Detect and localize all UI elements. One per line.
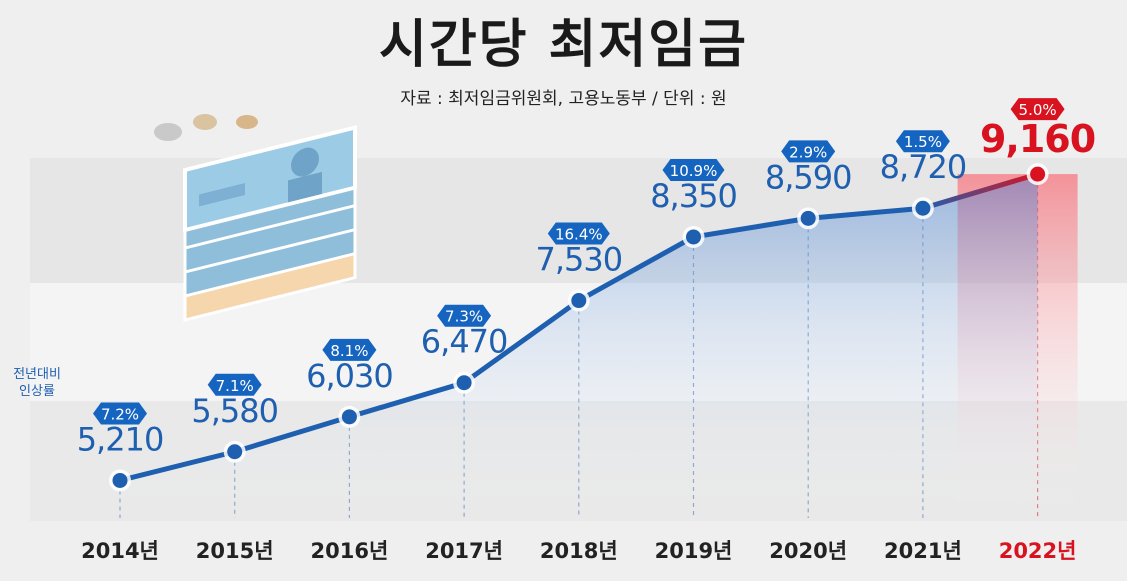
- value-label: 8,590: [765, 158, 852, 196]
- data-point: [686, 229, 701, 245]
- growth-rate-badge: [93, 402, 147, 425]
- data-point: [227, 444, 243, 460]
- growth-rate-label: 1.5%: [904, 133, 942, 151]
- source-note: 자료 : 최저임금위원회, 고용노동부 / 단위 : 원: [400, 89, 727, 109]
- value-label: 6,030: [306, 357, 393, 395]
- data-point: [915, 200, 931, 216]
- x-tick-label: 2021년: [884, 539, 962, 563]
- x-tick-label: 2019년: [655, 539, 733, 563]
- growth-rate-legend: 전년대비 인상률: [4, 366, 70, 400]
- value-label: 5,210: [77, 420, 164, 458]
- data-point: [571, 293, 587, 309]
- value-label: 8,720: [880, 148, 967, 186]
- data-point: [1030, 166, 1046, 182]
- growth-rate-legend-line2: 인상률: [19, 384, 55, 399]
- growth-rate-badge: [781, 140, 836, 163]
- growth-rate-badge: [437, 304, 492, 327]
- growth-rate-label: 16.4%: [555, 226, 603, 244]
- x-tick-label: 2017년: [425, 539, 503, 563]
- data-point: [341, 409, 357, 425]
- data-point: [456, 375, 472, 391]
- x-tick-label: 2016년: [311, 539, 389, 563]
- value-label: 7,530: [535, 241, 622, 279]
- x-tick-label: 2018년: [540, 539, 618, 563]
- growth-rate-label: 5.0%: [1019, 101, 1057, 119]
- data-point: [800, 210, 816, 226]
- growth-rate-badge: [895, 130, 950, 153]
- series-line-highlight-segment: [920, 171, 1041, 211]
- x-tick-label: 2022년: [999, 539, 1077, 563]
- money-stack-illustration: [154, 114, 357, 322]
- x-tick-label: 2020년: [769, 539, 847, 563]
- growth-rate-badge: [1010, 98, 1065, 121]
- growth-rate-badge: [207, 373, 262, 396]
- growth-rate-label: 7.2%: [101, 405, 139, 423]
- growth-rate-label: 8.1%: [330, 342, 368, 360]
- x-tick-label: 2014년: [81, 539, 159, 563]
- growth-rate-legend-line1: 전년대비: [13, 367, 61, 382]
- value-label: 8,350: [650, 177, 737, 215]
- area-fill: [120, 174, 1038, 519]
- growth-rate-badge: [547, 222, 610, 245]
- growth-rate-badge: [662, 158, 725, 181]
- growth-rate-label: 2.9%: [789, 143, 827, 161]
- growth-rate-badge: [322, 338, 377, 361]
- data-point: [112, 472, 128, 488]
- growth-rate-label: 10.9%: [670, 162, 718, 180]
- growth-rate-label: 7.1%: [216, 377, 254, 395]
- chart-title: 시간당 최저임금: [379, 15, 748, 75]
- x-tick-label: 2015년: [196, 539, 274, 563]
- value-label: 6,470: [421, 323, 508, 361]
- value-label: 5,580: [191, 392, 278, 430]
- series-line: [117, 205, 926, 483]
- value-label: 9,160: [980, 117, 1095, 161]
- growth-rate-label: 7.3%: [445, 308, 483, 326]
